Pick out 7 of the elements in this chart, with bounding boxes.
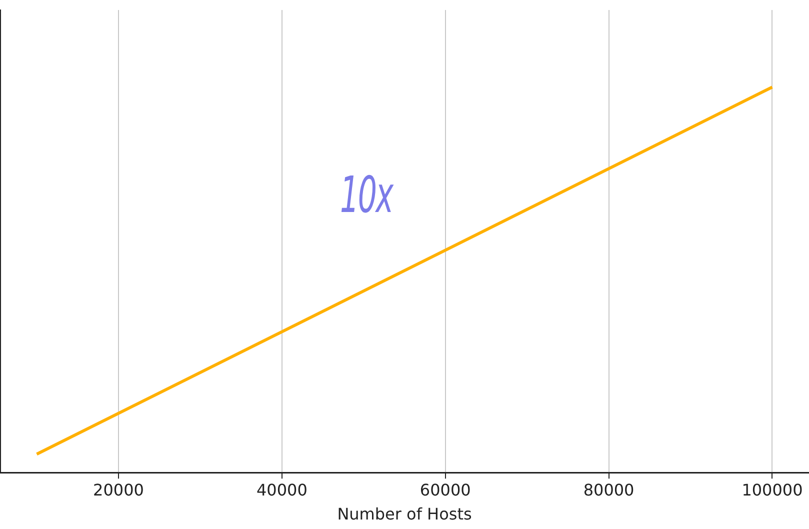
x-axis-title: Number of Hosts xyxy=(337,504,472,524)
x-tick-label: 100000 xyxy=(742,480,803,500)
x-tick-label: 40000 xyxy=(256,480,308,500)
x-tick-label: 80000 xyxy=(583,480,634,500)
x-tick-label: 60000 xyxy=(420,480,471,500)
x-tick-label: 20000 xyxy=(93,480,144,500)
annotation: 10x xyxy=(340,166,392,224)
